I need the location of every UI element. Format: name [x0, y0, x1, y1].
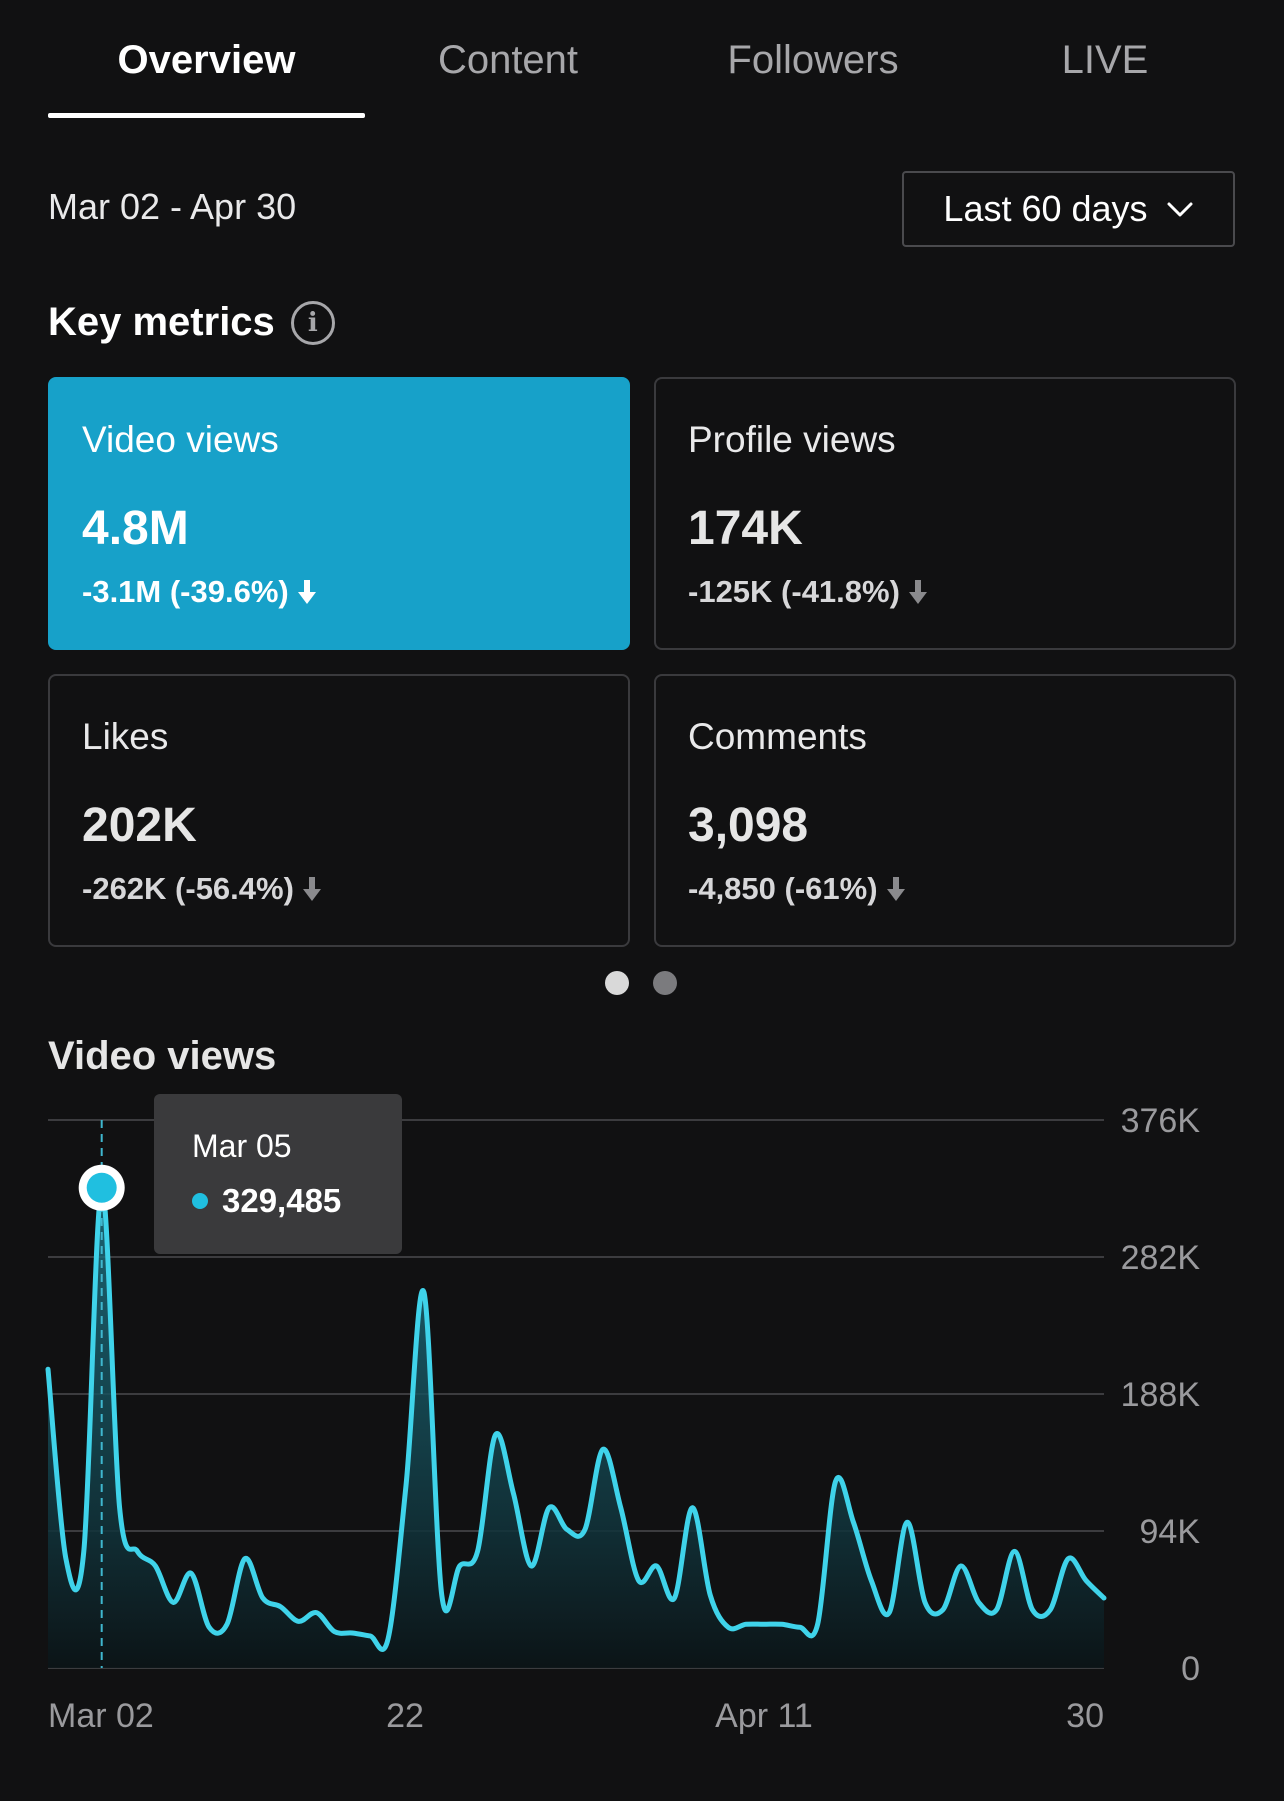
metric-label: Likes — [82, 716, 169, 757]
metric-card-video-views[interactable]: Video views 4.8M -3.1M (-39.6%) — [48, 377, 630, 650]
y-tick-label: 188K — [1121, 1376, 1201, 1414]
active-tab-indicator — [48, 113, 365, 118]
x-tick-label: Apr 11 — [715, 1697, 813, 1735]
arrow-down-icon — [886, 877, 905, 901]
metric-value: 4.8M — [82, 502, 189, 555]
date-range-dropdown[interactable]: Last 60 days — [902, 171, 1235, 247]
key-metrics-header: Key metrics i — [48, 300, 335, 345]
tooltip-value: 329,485 — [222, 1182, 342, 1219]
metric-change: -4,850 (-61%) — [688, 871, 906, 907]
info-icon[interactable]: i — [290, 300, 335, 345]
tooltip-value-row: 329,485 — [192, 1182, 341, 1220]
date-range-dropdown-label: Last 60 days — [943, 188, 1148, 229]
key-metrics-title: Key metrics — [48, 300, 275, 344]
metric-change-text: -125K (-41.8%) — [688, 574, 900, 609]
pager-dot-1[interactable] — [605, 971, 629, 995]
metric-label: Comments — [688, 716, 867, 757]
tab-content[interactable]: Content — [437, 38, 579, 82]
metric-label: Video views — [82, 419, 279, 460]
metric-change: -125K (-41.8%) — [688, 574, 928, 610]
date-range-label: Mar 02 - Apr 30 — [48, 186, 297, 227]
tooltip-date: Mar 05 — [192, 1128, 292, 1164]
metric-change-text: -3.1M (-39.6%) — [82, 574, 289, 609]
area-fill — [48, 1187, 1104, 1668]
pager-dot-2[interactable] — [653, 971, 677, 995]
tab-followers[interactable]: Followers — [727, 38, 899, 82]
arrow-down-icon — [908, 580, 927, 604]
series-line — [45, 1185, 1107, 1652]
series-dot-icon — [192, 1193, 208, 1209]
metric-change-text: -262K (-56.4%) — [82, 871, 294, 906]
metric-card-likes[interactable]: Likes 202K -262K (-56.4%) — [48, 674, 630, 947]
metric-value: 3,098 — [688, 799, 809, 852]
x-tick-label: 22 — [386, 1697, 424, 1735]
metric-change: -262K (-56.4%) — [82, 871, 322, 907]
metric-value: 174K — [688, 502, 803, 555]
tab-bar: Overview Content Followers LIVE — [0, 0, 1284, 120]
metric-card-profile-views[interactable]: Profile views 174K -125K (-41.8%) — [654, 377, 1236, 650]
x-tick-label: Mar 02 — [48, 1697, 154, 1735]
metric-card-comments[interactable]: Comments 3,098 -4,850 (-61%) — [654, 674, 1236, 947]
video-views-chart[interactable]: 376K 282K 188K 94K 0 Mar 02 22 Apr 11 30 — [0, 1090, 1284, 1801]
chevron-down-icon — [1167, 202, 1193, 217]
y-tick-label: 376K — [1121, 1102, 1201, 1140]
arrow-down-icon — [297, 580, 316, 604]
selected-point — [86, 1172, 117, 1203]
y-tick-label: 282K — [1121, 1239, 1201, 1277]
metric-change: -3.1M (-39.6%) — [82, 574, 317, 610]
chart-title: Video views — [48, 1034, 277, 1078]
video-views-chart-svg: 376K 282K 188K 94K 0 Mar 02 22 Apr 11 30 — [45, 1102, 1201, 1735]
metric-value: 202K — [82, 799, 197, 852]
y-tick-label: 0 — [1181, 1650, 1200, 1688]
metric-label: Profile views — [688, 419, 896, 460]
metric-change-text: -4,850 (-61%) — [688, 871, 878, 906]
x-tick-label: 30 — [1066, 1697, 1104, 1735]
tab-overview[interactable]: Overview — [117, 38, 296, 82]
y-tick-label: 94K — [1140, 1513, 1201, 1551]
tab-live[interactable]: LIVE — [1061, 38, 1149, 82]
arrow-down-icon — [302, 877, 321, 901]
chart-tooltip: Mar 05 329,485 — [154, 1094, 402, 1254]
